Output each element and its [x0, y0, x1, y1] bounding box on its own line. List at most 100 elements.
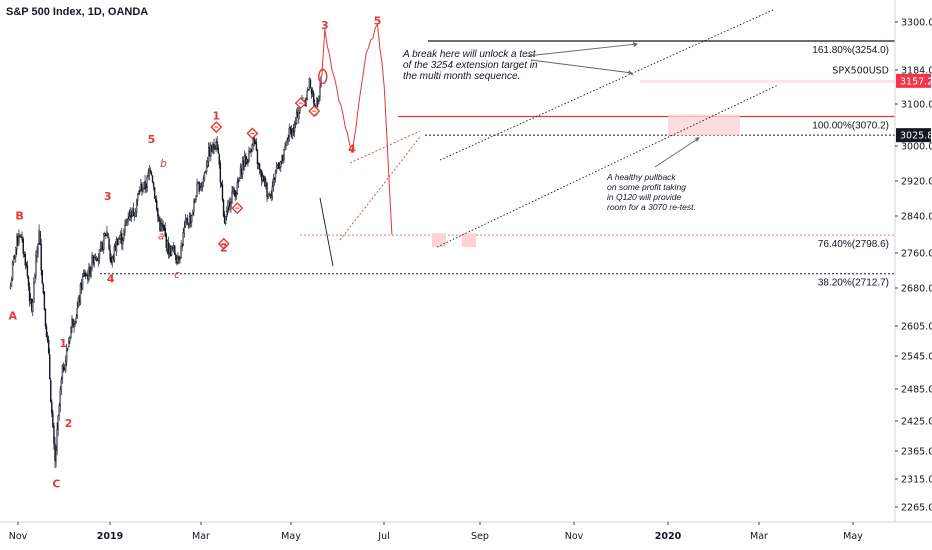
candle-body [124, 224, 126, 233]
candle-body [280, 161, 282, 168]
candle-body [311, 91, 314, 93]
candle-body [76, 308, 78, 317]
candle-body [82, 272, 85, 276]
candle-body [37, 243, 39, 254]
candle-body [125, 222, 127, 226]
price-tick-label: 2760.0 [901, 249, 932, 260]
time-tick-label: Mar [192, 531, 210, 542]
wave-label: 1 [59, 337, 67, 350]
last-bar-highlight [318, 68, 328, 85]
candle-body [317, 99, 319, 102]
candle-body [265, 182, 267, 186]
candle-body [52, 412, 54, 428]
wave-label: 3 [321, 19, 329, 32]
channel-layer [319, 8, 779, 267]
candle-body [234, 190, 236, 198]
candle-body [254, 141, 257, 145]
candle-body [264, 176, 266, 187]
candle-body [118, 238, 121, 240]
candle-body [199, 187, 201, 191]
candle-body [41, 269, 43, 284]
wave-label: 2 [220, 242, 228, 255]
candle-body [283, 149, 285, 161]
fib-levels-layer: 161.80%(3254.0) 100.00%(3070.2) 76.40%(279… [100, 40, 895, 289]
candle-body [32, 301, 34, 312]
candle-body [165, 234, 167, 248]
candle-body [45, 326, 48, 338]
candle-body [20, 236, 22, 238]
candle-body [142, 189, 144, 192]
candle-body [213, 143, 215, 149]
price-tick-label: 2840.0 [901, 212, 932, 223]
candle-body [185, 219, 188, 222]
candle-body [224, 216, 227, 224]
candle-body [166, 240, 169, 250]
time-tick-label: Jul [377, 531, 389, 542]
price-tick-label: 3100.0 [901, 100, 932, 111]
candle-body [167, 241, 170, 255]
candle-body [215, 141, 217, 149]
candle-body [192, 212, 194, 216]
resistance-band [640, 79, 895, 83]
wave-label: C [52, 477, 60, 490]
candle-body [268, 192, 270, 196]
price-tick-label: 2425.0 [901, 417, 932, 428]
candle-body [96, 258, 99, 261]
candle-body [257, 163, 260, 165]
candle-body [106, 231, 108, 236]
candle-body [47, 339, 50, 354]
candle-body [51, 402, 53, 414]
price-tick-label: 2365.0 [901, 447, 932, 458]
candle-body [275, 166, 278, 172]
candle-body [15, 246, 17, 258]
wave-label: 1 [212, 110, 220, 123]
candle-body [36, 251, 38, 258]
candle-body [122, 239, 124, 245]
candle-body [151, 175, 154, 182]
candle-body [25, 263, 28, 266]
candle-body [71, 318, 73, 328]
wave-label: b [160, 158, 167, 170]
candle-body [132, 208, 135, 216]
candle-body [58, 405, 60, 416]
candle-body [210, 145, 212, 156]
annotation-line: room for a 3070 re-test. [607, 202, 696, 212]
candle-body [128, 215, 130, 220]
candle-body [56, 428, 58, 451]
candle-body [162, 225, 164, 228]
candle-body [310, 88, 313, 94]
candle-body [262, 175, 264, 182]
candle-body [189, 215, 192, 223]
candle-body [68, 340, 70, 348]
candle-body [34, 275, 36, 284]
time-tick-label: 2019 [97, 531, 123, 542]
candle-body [133, 215, 136, 217]
candle-body [270, 195, 272, 199]
candle-body [179, 257, 181, 260]
candle-body [196, 183, 198, 198]
price-tick-label: 3184.0 [901, 66, 932, 77]
price-tick-label: 3000.0 [901, 142, 932, 153]
candle-body [306, 90, 308, 100]
candle-body [74, 322, 76, 325]
candle-body [223, 214, 226, 224]
candle-body [281, 155, 283, 162]
candle-body [173, 244, 175, 249]
candle-body [285, 141, 287, 146]
candle-body [73, 324, 75, 328]
annotation-line: on some profit taking [607, 182, 686, 192]
candle-body [111, 256, 113, 264]
candle-body [228, 202, 230, 207]
candle-body [220, 182, 223, 187]
candle-body [38, 229, 40, 244]
candle-body [218, 154, 220, 165]
candle-body [120, 234, 122, 240]
candle-body [170, 245, 173, 256]
candle-body [55, 450, 57, 462]
candle-body [230, 201, 232, 209]
candle-body [200, 185, 202, 189]
wave-label: 3 [104, 190, 112, 203]
candle-body [307, 88, 310, 91]
